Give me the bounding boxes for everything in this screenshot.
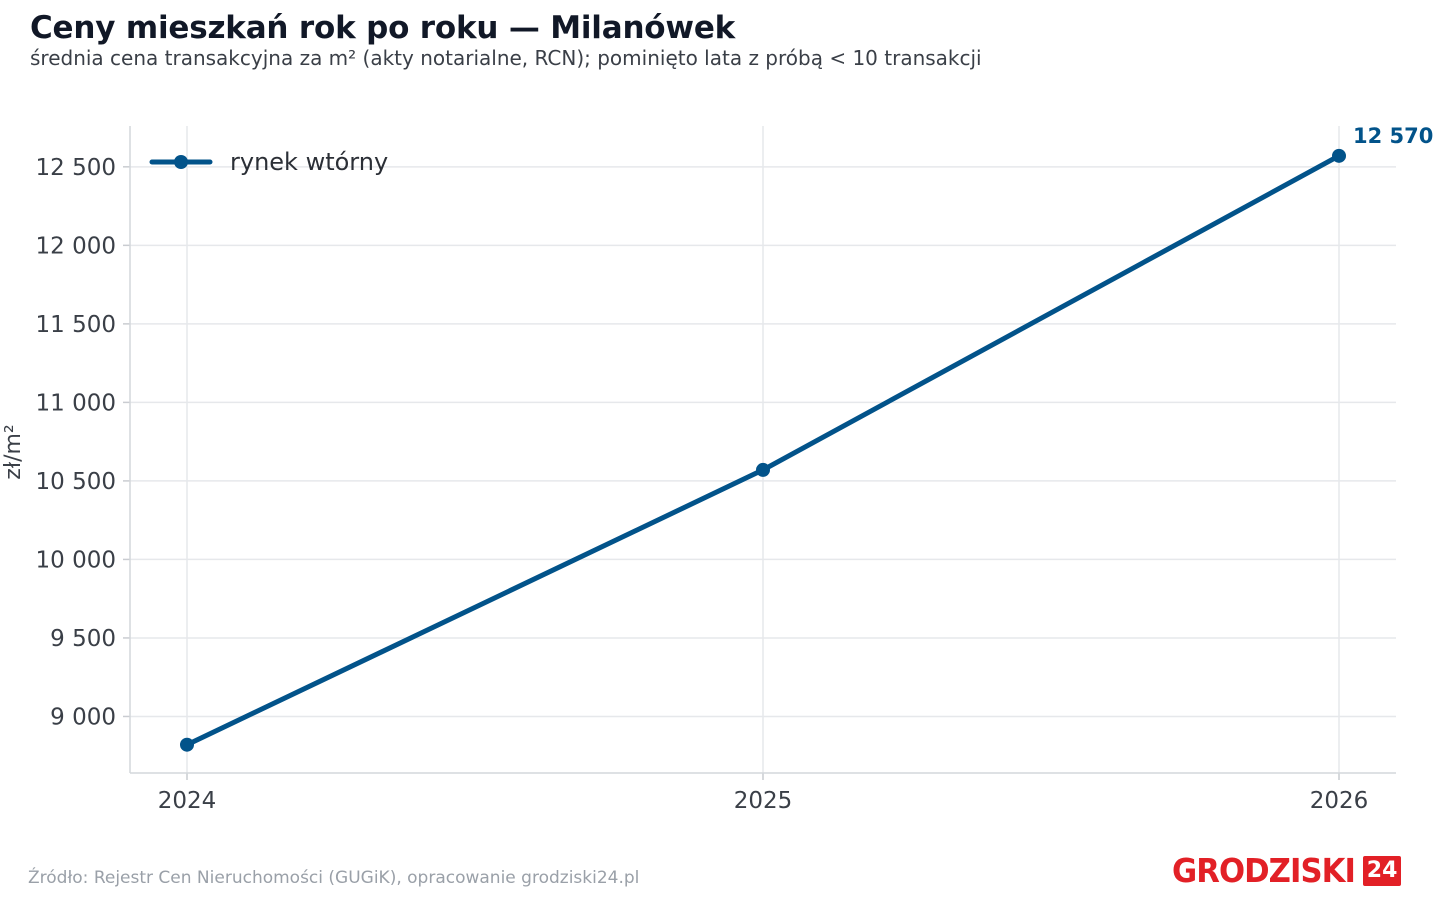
y-tick-label: 12 500 bbox=[36, 155, 116, 181]
x-tick-label: 2026 bbox=[1310, 788, 1369, 814]
y-tick-label: 11 500 bbox=[36, 312, 116, 338]
chart-subtitle: średnia cena transakcyjna za m² (akty no… bbox=[30, 46, 982, 70]
y-tick-label: 9 000 bbox=[50, 704, 116, 730]
y-tick-labels: 9 000 9 500 10 000 10 500 11 000 11 500 12 000… bbox=[36, 155, 116, 731]
y-tick-label: 9 500 bbox=[50, 626, 116, 652]
legend-label: rynek wtórny bbox=[230, 148, 388, 176]
legend: rynek wtórny bbox=[149, 148, 388, 176]
data-point[interactable] bbox=[756, 462, 770, 477]
logo-badge: 24 bbox=[1362, 856, 1402, 886]
grid-lines bbox=[130, 126, 1396, 773]
x-tick-label: 2024 bbox=[158, 788, 217, 814]
axes bbox=[123, 126, 1396, 780]
chart-title: Ceny mieszkań rok po roku — Milanówek bbox=[30, 10, 736, 46]
data-label: 12 570 bbox=[1353, 124, 1433, 148]
source-note: Źródło: Rejestr Cen Nieruchomości (GUGiK… bbox=[28, 868, 640, 888]
data-point[interactable] bbox=[180, 737, 194, 752]
y-axis-label: zł/m² bbox=[1, 424, 26, 479]
x-tick-labels: 2024 2025 2026 bbox=[158, 788, 1369, 814]
y-tick-label: 10 500 bbox=[36, 469, 116, 495]
series: 12 570 bbox=[180, 124, 1433, 752]
y-tick-label: 10 000 bbox=[36, 547, 116, 573]
y-tick-label: 12 000 bbox=[36, 233, 116, 259]
y-tick-label: 11 000 bbox=[36, 390, 116, 416]
legend-swatch-marker bbox=[174, 155, 188, 169]
logo-text: GRODZISKI bbox=[1172, 851, 1356, 890]
brand-logo[interactable]: GRODZISKI 24 bbox=[1172, 851, 1402, 890]
x-tick-label: 2025 bbox=[734, 788, 793, 814]
data-point[interactable] bbox=[1332, 148, 1346, 163]
